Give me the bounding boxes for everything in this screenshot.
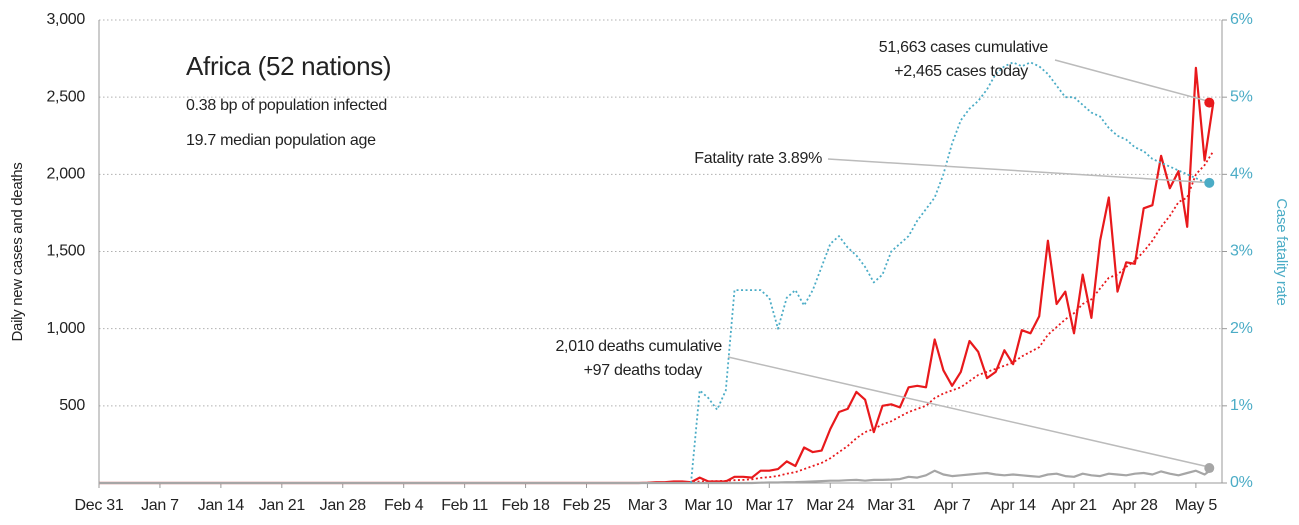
- y-tick-label: 1,500: [46, 243, 85, 260]
- y-tick-label: 2,500: [46, 88, 85, 105]
- leader-line: [827, 158, 1214, 184]
- annotation: Fatality rate 3.89%: [694, 150, 822, 167]
- y2-axis-label: Case fatality rate: [1273, 198, 1290, 305]
- annotation: +2,465 cases today: [894, 63, 1028, 80]
- x-tick-label: Jan 28: [320, 497, 367, 514]
- annotation: 51,663 cases cumulative: [879, 39, 1049, 56]
- x-tick-label: Feb 18: [502, 497, 550, 514]
- end-dot: [1204, 463, 1215, 474]
- y-axis-label: Daily new cases and deaths: [9, 163, 26, 342]
- end-dot: [1204, 177, 1215, 188]
- y2-tick-label: 0%: [1230, 474, 1253, 491]
- leader-line: [727, 356, 1214, 469]
- x-tick-label: May 5: [1175, 497, 1217, 514]
- x-tick-label: Apr 28: [1112, 497, 1158, 514]
- chart-title: Africa (52 nations): [186, 51, 391, 81]
- x-tick-label: Feb 11: [441, 497, 488, 514]
- x-tick-label: Apr 21: [1051, 497, 1097, 514]
- y2-tick-label: 5%: [1230, 88, 1253, 105]
- y-tick-label: 1,000: [46, 320, 85, 337]
- end-dot: [1204, 97, 1215, 108]
- series-line: [99, 66, 1215, 485]
- y2-tick-label: 2%: [1230, 320, 1253, 337]
- x-tick-label: Mar 10: [684, 497, 732, 514]
- y2-tick-label: 1%: [1230, 397, 1253, 414]
- leader-line: [1054, 59, 1214, 104]
- x-tick-label: Dec 31: [75, 497, 124, 514]
- y-tick-label: 2,000: [46, 166, 85, 183]
- x-tick-label: Mar 3: [628, 497, 668, 514]
- y2-tick-label: 6%: [1230, 11, 1253, 28]
- series-line: [99, 467, 1214, 485]
- annotation: 2,010 deaths cumulative: [555, 338, 722, 355]
- annotation: +97 deaths today: [584, 362, 703, 379]
- x-tick-label: Mar 31: [867, 497, 915, 514]
- y-tick-label: 500: [59, 397, 85, 414]
- x-tick-label: Mar 17: [745, 497, 793, 514]
- subtitle: 0.38 bp of population infected: [186, 97, 387, 114]
- x-tick-label: Mar 24: [806, 497, 854, 514]
- x-tick-label: Jan 7: [141, 497, 179, 514]
- x-tick-label: Apr 14: [990, 497, 1036, 514]
- x-tick-label: Feb 4: [384, 497, 424, 514]
- series-line: [690, 61, 1214, 484]
- x-tick-label: Apr 7: [934, 497, 971, 514]
- subtitle: 19.7 median population age: [186, 132, 376, 149]
- x-tick-label: Jan 14: [198, 497, 245, 514]
- y2-tick-label: 4%: [1230, 166, 1253, 183]
- series-line: [99, 150, 1215, 484]
- y-tick-label: 3,000: [46, 11, 85, 28]
- y2-tick-label: 3%: [1230, 243, 1253, 260]
- x-tick-label: Feb 25: [562, 497, 610, 514]
- x-tick-label: Jan 21: [259, 497, 306, 514]
